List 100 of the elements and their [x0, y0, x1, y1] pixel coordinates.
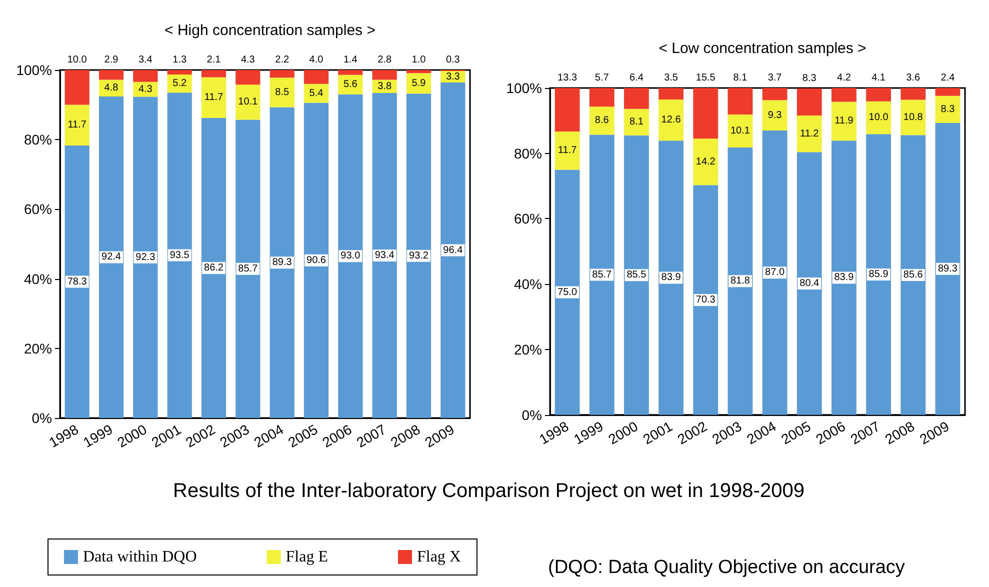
- bar: [554, 170, 580, 415]
- data-label: 3.4: [138, 54, 153, 66]
- bar: [406, 73, 432, 94]
- data-label: 3.7: [768, 72, 782, 84]
- bar: [693, 88, 718, 139]
- data-label: 11.7: [558, 145, 578, 156]
- bar: [270, 78, 294, 108]
- bar: [98, 96, 124, 418]
- text: Results of the Inter-laboratory Comparison Project on wet in 1998-2009: [173, 480, 804, 502]
- bar: [796, 115, 822, 152]
- data-label: 87.0: [765, 267, 785, 278]
- x-tick-label: 1999: [570, 418, 606, 448]
- data-label: 90.6: [306, 254, 326, 266]
- bar: [900, 88, 926, 100]
- data-label: 13.3: [558, 72, 578, 84]
- legend-label: Flag X: [416, 548, 462, 566]
- data-label: 2.1: [206, 54, 222, 66]
- data-label: 12.6: [661, 114, 682, 126]
- data-label: 93.2: [409, 250, 429, 262]
- data-label: 89.3: [272, 257, 292, 268]
- data-label: 10.1: [238, 96, 258, 108]
- data-label: 2.4: [940, 72, 956, 84]
- bar: [406, 70, 432, 74]
- data-label: 5.7: [594, 72, 610, 84]
- data-label: 2.2: [275, 54, 290, 66]
- y-tick-label: 60%: [24, 201, 52, 218]
- bar: [440, 82, 466, 418]
- bar: [589, 88, 614, 107]
- bar: [658, 99, 684, 141]
- bar: [900, 100, 926, 136]
- y-tick-label: 80%: [24, 132, 52, 148]
- bar: [796, 152, 822, 415]
- data-label: 4.1: [872, 72, 886, 84]
- x-tick-label: 2003: [216, 420, 252, 450]
- bar: [167, 92, 192, 418]
- data-label: 2.8: [378, 54, 392, 66]
- x-tick-label: 2005: [285, 420, 320, 450]
- data-label: 5.9: [412, 78, 426, 89]
- x-tick-label: 2006: [813, 418, 848, 448]
- data-label: 85.9: [868, 268, 889, 280]
- data-label: 15.5: [696, 72, 716, 84]
- data-label: 93.5: [170, 250, 190, 261]
- x-tick-label: 2004: [251, 420, 286, 450]
- bar: [201, 118, 226, 418]
- data-label: 11.9: [834, 116, 854, 127]
- y-tick-label: 80%: [514, 145, 542, 162]
- x-tick-label: 2009: [916, 418, 952, 448]
- data-label: 2.9: [104, 54, 119, 66]
- data-label: 4.2: [837, 72, 852, 84]
- bar: [728, 147, 753, 415]
- data-label: 85.7: [592, 269, 612, 280]
- legend-label: Flag E: [286, 548, 328, 566]
- data-label: 4.3: [138, 84, 153, 95]
- data-label: 85.7: [238, 263, 258, 274]
- bar: [762, 100, 788, 130]
- bar: [589, 106, 614, 135]
- bar: [201, 70, 226, 78]
- bar: [693, 138, 718, 186]
- y-tick-label: 60%: [514, 210, 542, 227]
- bar: [133, 70, 158, 82]
- data-label: 8.5: [275, 86, 290, 98]
- data-label: 10.0: [67, 54, 88, 66]
- data-label: 14.2: [696, 156, 716, 168]
- data-label: 96.4: [443, 244, 464, 256]
- data-label: 1.4: [343, 54, 358, 66]
- y-tick-label: 20%: [24, 340, 52, 356]
- data-label: 3.3: [446, 71, 460, 82]
- bar: [554, 88, 580, 132]
- data-label: 83.9: [661, 272, 682, 284]
- y-tick-label: 100%: [16, 62, 52, 78]
- y-tick-label: 20%: [514, 341, 542, 358]
- data-label: 3.8: [378, 80, 392, 92]
- data-label: 1.0: [412, 54, 426, 66]
- x-tick-label: 2009: [422, 420, 458, 450]
- data-label: 85.6: [903, 269, 924, 280]
- bar: [589, 134, 614, 415]
- bar: [866, 88, 891, 102]
- y-tick-label: 0%: [32, 410, 52, 426]
- x-tick-label: 2005: [778, 418, 814, 448]
- bar: [762, 88, 788, 100]
- legend-label: Data within DQO: [83, 548, 197, 566]
- bar: [270, 70, 294, 78]
- x-tick-label: 2001: [148, 420, 184, 450]
- data-label: 89.3: [938, 263, 958, 274]
- chart-title: < High concentration samples >: [164, 22, 376, 39]
- bar: [201, 77, 226, 118]
- bar: [728, 88, 753, 114]
- data-label: 4.0: [309, 54, 324, 66]
- bar: [935, 88, 960, 96]
- data-label: 70.3: [696, 294, 716, 306]
- bar: [372, 92, 397, 418]
- y-tick-label: 40%: [514, 276, 542, 292]
- bar: [658, 88, 684, 100]
- x-tick-label: 2007: [848, 418, 883, 448]
- bar: [372, 70, 397, 80]
- data-label: 6.4: [630, 72, 644, 84]
- bar: [304, 70, 329, 84]
- data-label: 4.8: [104, 82, 119, 94]
- data-label: 1.3: [172, 54, 187, 66]
- data-label: 5.6: [343, 79, 358, 90]
